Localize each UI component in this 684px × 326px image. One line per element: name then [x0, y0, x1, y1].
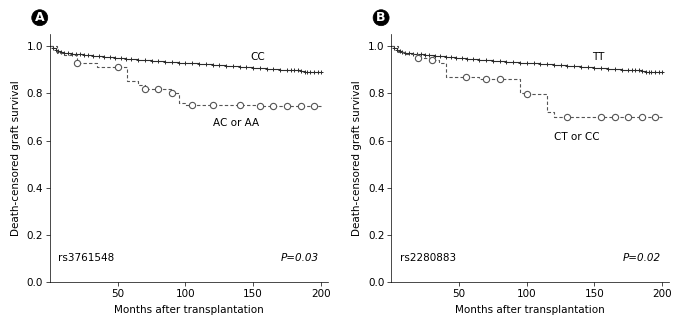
Text: A: A — [35, 11, 44, 24]
Text: AC or AA: AC or AA — [213, 118, 259, 128]
Text: B: B — [376, 11, 386, 24]
X-axis label: Months after transplantation: Months after transplantation — [456, 305, 605, 315]
Text: rs3761548: rs3761548 — [58, 253, 115, 262]
Y-axis label: Death-censored graft survival: Death-censored graft survival — [352, 81, 363, 236]
Y-axis label: Death-censored graft survival: Death-censored graft survival — [11, 81, 21, 236]
Text: CT or CC: CT or CC — [554, 132, 599, 142]
X-axis label: Months after transplantation: Months after transplantation — [114, 305, 264, 315]
Text: CC: CC — [250, 52, 265, 62]
Text: rs2280883: rs2280883 — [399, 253, 456, 262]
Text: TT: TT — [592, 52, 604, 62]
Text: P=0.02: P=0.02 — [622, 253, 661, 262]
Text: P=0.03: P=0.03 — [281, 253, 319, 262]
